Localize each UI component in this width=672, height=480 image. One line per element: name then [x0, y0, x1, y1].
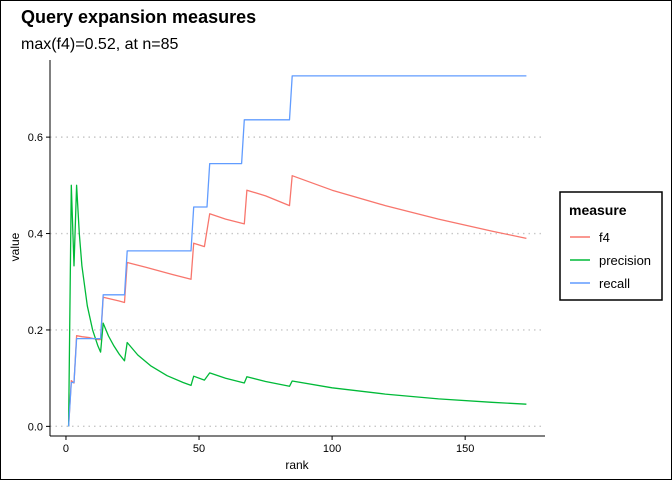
chart-title: Query expansion measures: [21, 7, 256, 27]
legend: measure f4 precision recall: [559, 191, 663, 301]
legend-box: [559, 191, 663, 301]
chart-subtitle: max(f4)=0.52, at n=85: [21, 36, 179, 53]
y-tick-label: 0.6: [28, 132, 43, 144]
series-line-recall: [67, 75, 527, 427]
legend-label-precision: precision: [599, 253, 651, 268]
y-tick-label: 0.0: [28, 421, 43, 433]
x-tick-label: 150: [456, 443, 474, 455]
x-tick-label: 50: [193, 443, 205, 455]
y-tick-label: 0.4: [28, 229, 43, 241]
legend-label-recall: recall: [599, 276, 630, 291]
legend-label-f4: f4: [599, 230, 610, 245]
ticks: 0 50 100 150 0.0 0.2 0.4 0.6: [28, 132, 475, 455]
series-line-precision: [67, 184, 527, 427]
y-tick-label: 0.2: [28, 325, 43, 337]
series-line-f4: [67, 175, 527, 427]
x-tick-label: 100: [323, 443, 341, 455]
grid-lines: [50, 136, 545, 428]
series-lines: [67, 75, 527, 427]
axes: [49, 60, 545, 437]
y-axis-title: value: [8, 232, 22, 261]
x-tick-label: 0: [63, 443, 69, 455]
legend-items: f4 precision recall: [570, 230, 651, 291]
legend-title: measure: [569, 202, 627, 218]
x-axis-title: rank: [285, 458, 309, 472]
